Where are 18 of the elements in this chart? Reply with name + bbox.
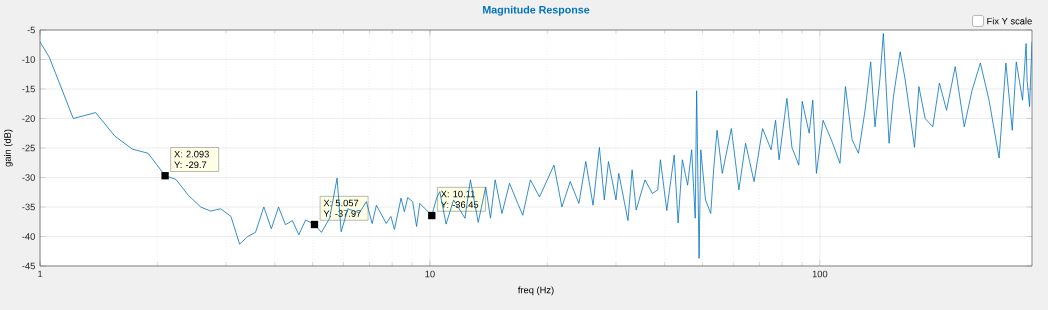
y-tick-label: -45 [22, 262, 35, 270]
y-tick-label: -35 [22, 203, 35, 211]
text: Fix Y scale [987, 17, 1032, 25]
y-tick-label: -10 [22, 56, 35, 63]
annotation: X: 5.057 Y: -37.97 [323, 199, 361, 217]
x-tick-label: 100 [812, 270, 828, 278]
x-tick-label: 1 [38, 270, 43, 278]
annotation: X: 2.093 Y: -29.7 [174, 150, 209, 169]
y-axis-title: gain (dB) [3, 129, 13, 167]
y-tick-label: -20 [22, 115, 35, 122]
y-tick-label: -40 [22, 233, 35, 240]
y-tick-label: -5 [27, 26, 35, 34]
y-tick-label: -25 [22, 144, 35, 152]
y-tick-label: -15 [22, 85, 35, 93]
x-tick-label: 10 [425, 270, 435, 278]
y-tick-label: -30 [22, 174, 35, 181]
chart-title: Magnitude Response [483, 5, 590, 16]
x-axis-title: freq (Hz) [517, 286, 554, 296]
